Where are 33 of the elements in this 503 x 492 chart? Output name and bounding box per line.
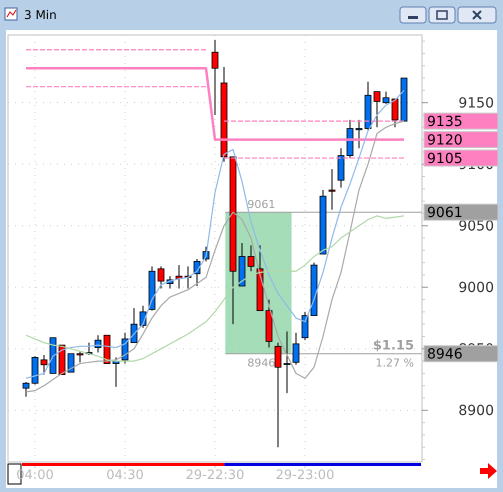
ref-line-label: 9061 [427,205,463,222]
candlestick [158,266,164,289]
y-tick-label: 8900 [458,403,494,420]
candlestick [76,350,84,363]
data-label: 9105 [427,150,463,167]
x-tick-label: 29-22:30 [186,468,244,483]
candlestick [248,244,254,272]
y-tick-label: 9050 [458,218,494,235]
candlestick [374,91,380,128]
ref-line-label: 8946 [427,346,463,363]
candlestick [212,39,218,116]
x-tick-label: 29-23:00 [276,468,334,483]
y-tick-label: 9150 [458,96,494,112]
candlestick [382,91,390,104]
candlestick [392,98,398,128]
candlestick [130,308,138,344]
data-label: 9135 [427,114,463,130]
candlestick [284,331,290,394]
candlestick [356,119,362,149]
x-tick-label: 04:30 [106,468,144,483]
annotation: $1.15 [372,338,414,354]
candlestick [292,332,300,366]
candlestick [328,168,336,210]
chart-title: 3 Min [24,8,57,22]
annotation: 9061 [247,198,276,212]
candlestick [68,353,74,373]
y-tick-label: 9000 [458,280,494,296]
annotation: 1.27 % [376,356,414,370]
candlestick [22,382,30,398]
candlestick [40,354,48,376]
data-label: 9120 [427,132,463,148]
candlestick [302,311,308,341]
candlestick [274,342,282,448]
